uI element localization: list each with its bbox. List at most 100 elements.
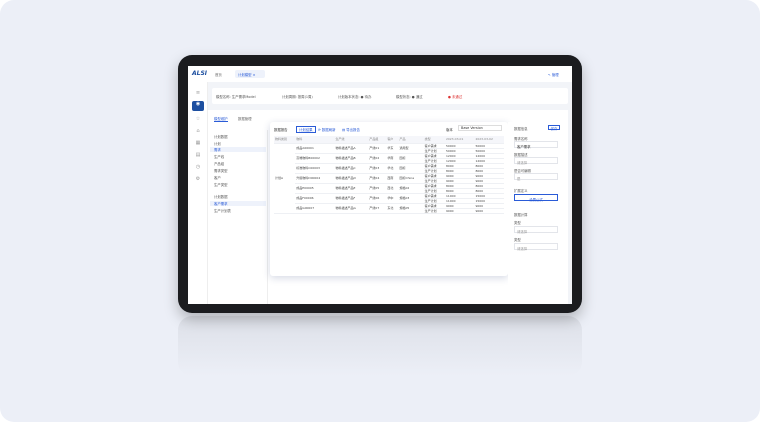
table-cell: 规格03 <box>398 193 424 204</box>
tree-item[interactable]: 需求 <box>210 147 266 152</box>
tree-item[interactable]: 生产计划表 <box>214 209 231 213</box>
model-icon[interactable]: ◉ <box>192 101 204 111</box>
tree-item[interactable]: 客户需求 <box>210 201 266 206</box>
info-bar: 模型名称: 生产需求Model 计划周期: 按周(1周) 计划版本状态: ● 待… <box>212 88 568 104</box>
grid-icon[interactable]: ▦ <box>195 140 201 146</box>
table-cell: 物料描述产品G <box>334 203 369 214</box>
fail-status: ● 未通过 <box>448 95 463 99</box>
right-title: 数据信息 <box>514 127 528 131</box>
table-row[interactable]: 成品F00006 物料描述产品F 产线06 华中 规格03 客户需求 11000 15000 <box>274 193 504 204</box>
tree-title: 计划数据 <box>214 135 228 139</box>
table-row[interactable]: 成品G00007 物料描述产品G 产线07 东北 规格05 客户需求 9000 9000 <box>274 203 504 214</box>
table-row[interactable]: 生产计划 8000 8000 <box>274 188 504 194</box>
table-cell: 生产计划 <box>423 178 445 184</box>
table-row[interactable]: 计划A 成品A00001 物料描述产品A 产线01 华东 通用型 客户需求 50000 5000… <box>274 143 504 214</box>
table-row[interactable]: 高端物料B00002 物料描述产品B 产线02 华南 国标 客户需求 12000 12000 <box>274 153 504 164</box>
tab-plan-model[interactable]: 计划模型 × <box>235 70 265 78</box>
table-cell: 规格02 <box>398 183 424 194</box>
close-icon[interactable]: × <box>252 73 256 77</box>
table-row[interactable]: 生产计划 11000 15000 <box>274 198 504 204</box>
column-header: 2023-03-02 <box>474 136 504 144</box>
table-row[interactable]: 生产计划 8000 8000 <box>274 168 504 174</box>
table-cell: 成品A00001 <box>295 143 335 154</box>
table-row[interactable]: 生产计划 12000 12000 <box>274 158 504 164</box>
table-cell: 9000 <box>444 178 475 184</box>
table-cell: 物料描述产品F <box>334 193 369 204</box>
report-card: 数据报告 计划结果 ⟳ 数据刷新 ▤ 导出报告 版本 Base Version … <box>270 122 508 276</box>
table-row[interactable]: 成品E00005 物料描述产品E 产线05 西北 规格02 客户需求 8000 8000 <box>274 183 504 194</box>
table-cell: 生产计划 <box>423 158 445 164</box>
menu-icon[interactable]: ≡ <box>195 90 201 96</box>
tree-title: 计划数据 <box>214 195 228 199</box>
type-select[interactable]: 请选择 <box>514 226 558 234</box>
table-cell: 12000 <box>444 153 475 159</box>
table-cell: 国标China <box>398 173 424 184</box>
export-button[interactable]: ▤ 导出报告 <box>342 128 360 132</box>
table-cell: 生产计划 <box>423 168 445 174</box>
table-row[interactable]: 生产计划 9000 9000 <box>274 208 504 214</box>
tab-model-maintain[interactable]: 模型维护 <box>214 117 228 122</box>
icon-rail: ≡ ◉ ☆ ⌂ ▦ ▤ ◷ ⚙ <box>188 82 208 304</box>
table-cell: 物料描述产品E <box>334 183 369 194</box>
tree-item[interactable]: 客户 <box>214 176 221 180</box>
field-label: 类型 <box>514 238 521 242</box>
table-cell: 9000 <box>444 203 475 209</box>
table-cell: 8000 <box>474 168 504 174</box>
table-cell: 产线05 <box>368 183 387 194</box>
table-cell: 15000 <box>474 193 504 199</box>
table-row[interactable]: 生产计划 50000 50000 <box>274 148 504 154</box>
description-input[interactable]: 请选择 <box>514 157 558 165</box>
user-icon[interactable]: ⌂ <box>196 128 200 134</box>
tree-item[interactable]: 需求类型 <box>214 169 228 173</box>
column-header: 类型 <box>423 136 445 144</box>
version-select[interactable]: Base Version <box>458 125 502 131</box>
version-value: Base Version <box>461 126 483 130</box>
table-cell: 华北 <box>386 163 399 174</box>
table-row[interactable]: 升级物料D00004 物料描述产品D 产线04 西南 国标China 客户需求 9000 90… <box>274 173 504 184</box>
refresh-button[interactable]: ⟳ 数据刷新 <box>318 128 336 132</box>
tree-item[interactable]: 生产类型 <box>214 183 228 187</box>
table-cell: 8000 <box>444 168 475 174</box>
table-row[interactable]: 生产计划 9000 9000 <box>274 178 504 184</box>
star-icon[interactable]: ☆ <box>195 116 201 122</box>
tree-item[interactable]: 产品组 <box>214 162 225 166</box>
section-title: 扩展定义 <box>514 189 528 193</box>
table-cell: 客户需求 <box>423 173 445 179</box>
column-header: 客户 <box>386 136 399 144</box>
settings-icon[interactable]: ⚙ <box>195 176 201 182</box>
plan-table: 物料类别 物料 生产线 产品组 客户 产品 类型 2023-03-01 2023-03-02 计划… <box>274 136 504 214</box>
save-button[interactable]: 保存 <box>548 125 560 131</box>
name-input[interactable]: 客户需求 <box>514 141 558 149</box>
model-status: 模型状态: ● 通过 <box>396 95 423 99</box>
table-cell: 客户需求 <box>423 163 445 169</box>
tab-plan-result[interactable]: 计划结果 <box>296 126 316 133</box>
table-cell: 50000 <box>474 143 504 149</box>
editable-select[interactable]: 是 <box>514 173 558 181</box>
user-menu[interactable]: ↖ 管理 <box>548 73 559 77</box>
table-cell: 国标 <box>398 153 424 164</box>
home-tab[interactable]: 首页 <box>215 73 222 77</box>
card-title: 数据报告 <box>274 128 288 132</box>
tree-item[interactable]: 计划 <box>214 142 221 146</box>
plan-period: 计划周期: 按周(1周) <box>282 95 313 99</box>
table-row[interactable]: 标准物料C00003 物料描述产品C 产线03 华北 国标 客户需求 8000 8000 <box>274 163 504 174</box>
table-cell: 生产计划 <box>423 188 445 194</box>
table-cell: 产线06 <box>368 193 387 204</box>
set-formula-button[interactable]: 设置公式 <box>514 194 558 202</box>
table-cell: 12000 <box>444 158 475 164</box>
table-cell: 生产计划 <box>423 208 445 214</box>
data-icon[interactable]: ▤ <box>195 152 201 158</box>
table-cell: 物料描述产品A <box>334 143 369 154</box>
tab-data-manage[interactable]: 数据管理 <box>238 117 252 121</box>
table-cell: 8000 <box>474 163 504 169</box>
table-cell: 客户需求 <box>423 153 445 159</box>
table-cell: 客户需求 <box>423 193 445 199</box>
clock-icon[interactable]: ◷ <box>195 164 201 170</box>
table-cell: 9000 <box>474 173 504 179</box>
table-cell: 升级物料D00004 <box>295 173 335 184</box>
type-input[interactable]: 请选择 <box>514 243 558 251</box>
table-cell: 规格05 <box>398 203 424 214</box>
table-cell: 8000 <box>474 188 504 194</box>
table-cell: 9000 <box>474 178 504 184</box>
tree-item[interactable]: 生产线 <box>214 155 225 159</box>
